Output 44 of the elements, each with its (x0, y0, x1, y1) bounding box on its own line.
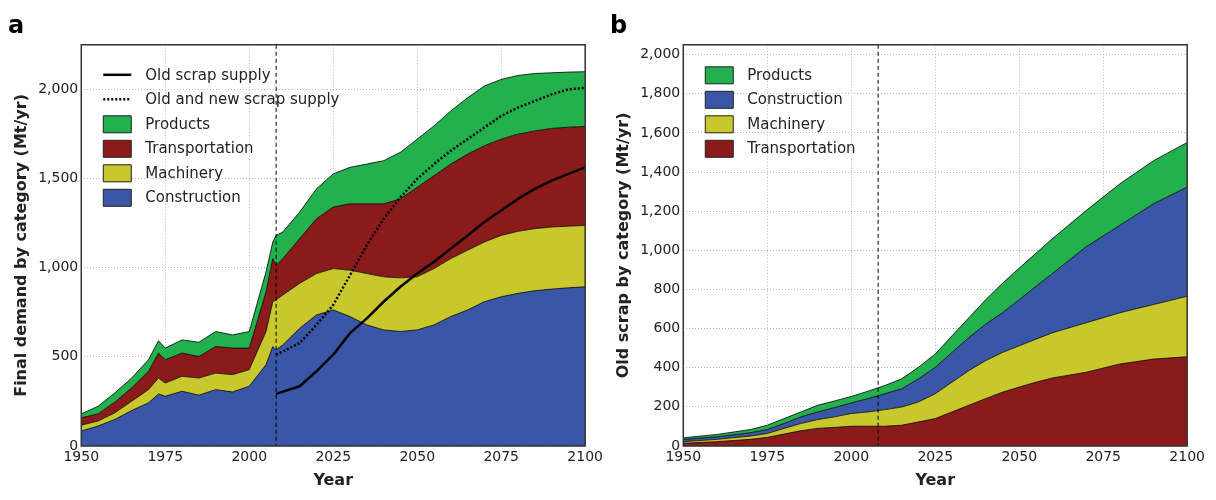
x-axis-title: Year (312, 469, 354, 489)
legend-label: Construction (747, 90, 843, 109)
legend-label: Products (145, 114, 211, 133)
x-tick-label: 1950 (63, 448, 100, 465)
y-tick-label: 1,000 (640, 240, 681, 257)
y-tick-label: 2,000 (640, 45, 681, 62)
legend-label: Transportation (746, 139, 856, 158)
legend-label: Machinery (145, 163, 224, 182)
y-tick-label: 200 (653, 397, 681, 414)
chart-title: b (610, 10, 628, 39)
legend-label: Machinery (747, 114, 826, 133)
legend-label: Transportation (144, 139, 254, 158)
x-tick-label: 1975 (147, 448, 184, 465)
x-tick-label: 2050 (399, 448, 436, 465)
legend-label: Old scrap supply (145, 65, 271, 84)
y-tick-label: 800 (653, 280, 681, 297)
y-tick-label: 600 (653, 319, 681, 336)
y-tick-label: 500 (51, 347, 79, 364)
x-tick-label: 2100 (567, 448, 604, 465)
x-tick-label: 2000 (231, 448, 268, 465)
x-tick-label: 2000 (833, 448, 870, 465)
x-tick-label: 1950 (665, 448, 702, 465)
y-axis-title: Final demand by category (Mt/yr) (10, 94, 30, 397)
chart-title: a (8, 10, 25, 39)
x-tick-label: 2100 (1169, 448, 1206, 465)
x-tick-label: 2025 (917, 448, 954, 465)
x-tick-label: 2075 (483, 448, 520, 465)
y-tick-label: 2,000 (38, 80, 79, 97)
y-tick-label: 1,200 (640, 201, 681, 218)
x-tick-label: 2075 (1085, 448, 1122, 465)
legend-label: Construction (145, 188, 241, 207)
y-tick-label: 1,500 (38, 169, 79, 186)
x-tick-label: 2025 (315, 448, 352, 465)
x-axis-title: Year (914, 469, 956, 489)
y-tick-label: 1,000 (38, 258, 79, 275)
legend-label: Products (747, 65, 813, 84)
y-tick-label: 1,400 (640, 162, 681, 179)
x-tick-label: 1975 (749, 448, 786, 465)
legend-label: Old and new scrap supply (145, 90, 340, 109)
y-tick-label: 1,600 (640, 123, 681, 140)
y-tick-label: 1,800 (640, 84, 681, 101)
y-tick-label: 400 (653, 358, 681, 375)
y-axis-title: Old scrap by category (Mt/yr) (612, 112, 632, 379)
x-tick-label: 2050 (1001, 448, 1038, 465)
